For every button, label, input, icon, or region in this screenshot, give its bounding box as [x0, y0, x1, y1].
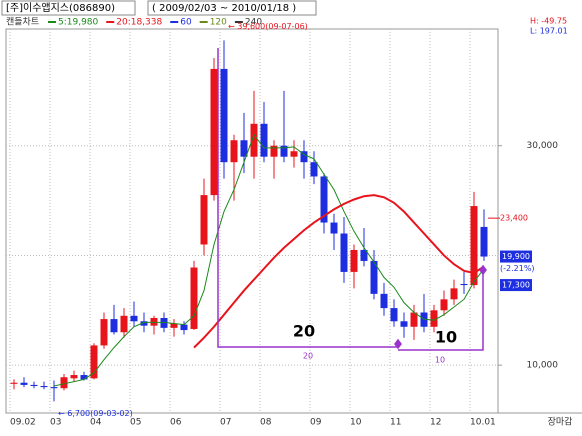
- count-big: 10: [435, 328, 457, 347]
- legend-label: 240: [245, 18, 262, 28]
- extreme-label: ← 39,600(09-07-06): [228, 22, 308, 31]
- high-note: H: -49.75: [530, 17, 567, 26]
- count-big: 20: [293, 322, 315, 341]
- x-tick-label: 11: [390, 418, 401, 428]
- x-tick-label: 10: [350, 418, 362, 428]
- candle-body: [310, 162, 318, 177]
- candle-body: [190, 267, 198, 329]
- candle-body: [230, 140, 238, 163]
- title: [주]이수앱지스(086890): [6, 2, 115, 14]
- candle-body: [90, 345, 98, 379]
- candle-body: [100, 319, 108, 346]
- legend-label: 20:18,338: [116, 18, 162, 28]
- candle-body: [20, 382, 28, 385]
- x-tick-label: 08: [260, 418, 272, 428]
- candle-body: [270, 145, 278, 157]
- candle-body: [320, 176, 328, 223]
- candle-body: [280, 145, 288, 157]
- candle-body: [60, 377, 68, 389]
- candle-body: [260, 123, 268, 157]
- candle-body: [470, 206, 478, 286]
- candle-body: [140, 321, 148, 326]
- candle-body: [390, 308, 398, 322]
- count-small: 10: [435, 356, 445, 365]
- candle-body: [220, 68, 228, 163]
- candle-body: [370, 260, 378, 294]
- candle-body: [410, 312, 418, 327]
- y-tick-label: 30,000: [527, 141, 559, 151]
- count-marker: [394, 264, 487, 350]
- legend-label: 5:19,980: [58, 18, 99, 28]
- candle-body: [40, 386, 48, 388]
- legend-label: 120: [210, 18, 227, 28]
- title-box: [1, 0, 136, 16]
- candle-body: [70, 375, 78, 379]
- candle-body: [80, 375, 88, 380]
- legend-label: 60: [180, 18, 192, 28]
- period: ( 2009/02/03 ~ 2010/01/18 ): [152, 3, 296, 14]
- candle-body: [300, 151, 308, 163]
- candle-body: [430, 310, 438, 327]
- count-line: [217, 48, 398, 348]
- x-tick-label: 09: [310, 418, 322, 428]
- price-tag-label: 17,300: [502, 281, 530, 290]
- price-tag-box: [500, 279, 532, 292]
- x-tick-label: 06: [170, 418, 182, 428]
- y-tick-label: 10,000: [527, 361, 559, 371]
- x-tick-label: 09.02: [10, 418, 36, 428]
- candle-body: [180, 324, 188, 331]
- candle-body: [450, 288, 458, 300]
- count-small: 20: [303, 352, 313, 361]
- x-tick-label: 07: [220, 418, 231, 428]
- candle-body: [360, 249, 368, 261]
- x-tick-label: 12: [430, 418, 441, 428]
- candle-body: [10, 382, 18, 384]
- candle-body: [110, 319, 118, 333]
- price-tag-label: 19,900: [502, 252, 530, 261]
- x-tick-label: 10.01: [470, 418, 496, 428]
- candle-body: [290, 151, 298, 157]
- candle-body: [420, 312, 428, 327]
- low-note: L: 197.01: [530, 27, 568, 36]
- candle-body: [210, 68, 218, 196]
- candle-body: [50, 387, 58, 389]
- candle-body: [250, 123, 258, 157]
- x-tick-label: 03: [50, 418, 61, 428]
- candle-body: [170, 323, 178, 328]
- x-tick-label: 05: [130, 418, 141, 428]
- legend-title: 캔들차트: [6, 16, 39, 28]
- candle-body: [400, 321, 408, 327]
- candle-body: [30, 384, 38, 387]
- candle-body: [150, 317, 158, 326]
- change-label: (-2.21%): [500, 264, 535, 273]
- candle-body: [120, 315, 128, 333]
- period-box: [147, 0, 317, 16]
- moving-average-line: [193, 194, 485, 349]
- candle-body: [130, 315, 138, 322]
- candle-body: [460, 283, 468, 286]
- candle-body: [200, 195, 208, 245]
- extreme-label: ← 6,700(09-03-02): [58, 409, 133, 418]
- moving-average-line: [53, 133, 485, 387]
- candle-body: [440, 299, 448, 311]
- candle-body: [350, 249, 358, 272]
- count-line: [398, 270, 484, 351]
- candle-body: [330, 222, 338, 234]
- candle-body: [340, 233, 348, 272]
- count-annotation: [217, 48, 487, 351]
- price-tag-label: 23,400: [500, 214, 528, 223]
- candle-body: [380, 293, 388, 309]
- footer: 장마감: [548, 416, 573, 428]
- x-tick-label: 04: [90, 418, 102, 428]
- price-tag-box: [500, 250, 532, 263]
- candle-body: [240, 140, 248, 157]
- candle-body: [160, 317, 168, 328]
- candle-body: [480, 226, 488, 257]
